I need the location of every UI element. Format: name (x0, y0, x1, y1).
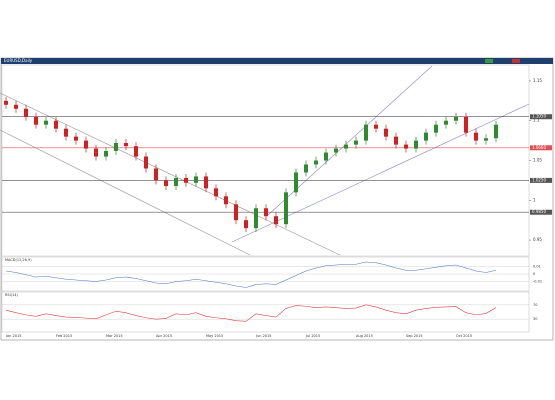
candle-body (364, 124, 368, 141)
candle-body (104, 150, 108, 157)
candle-body (134, 146, 138, 157)
candle-body (274, 216, 278, 225)
candle-body (254, 208, 258, 229)
rsi-pane (1, 291, 530, 333)
candle-body (94, 148, 98, 157)
level-tag (530, 114, 552, 120)
candle-body (464, 116, 468, 133)
candle-body (404, 144, 408, 149)
level-label: 1.0250 (532, 177, 546, 182)
candle-body (304, 164, 308, 173)
candle-body (84, 140, 88, 149)
trendline (0, 92, 341, 256)
candle-body (444, 120, 448, 125)
level-tag (530, 145, 552, 151)
x-tick-label: Oct 2015 (456, 334, 472, 338)
chart-title: EURUSD,Daily (4, 58, 33, 63)
candle-body (424, 132, 428, 141)
candle-body (414, 140, 418, 149)
macd-line (5, 261, 497, 288)
y-tick-label: 1.1 (533, 118, 540, 123)
level-tag (530, 209, 552, 215)
rsi-label: RSI(14) (5, 293, 19, 297)
rsi-line (5, 304, 497, 322)
level-label: 1.1050 (532, 114, 546, 119)
y-tick-label: 0.01 (533, 265, 541, 269)
candle-body (324, 152, 328, 161)
candle-body (494, 124, 498, 139)
trendline (231, 103, 530, 243)
candle-body (144, 156, 148, 169)
candle-body (394, 136, 398, 145)
x-tick-label: Aug 2015 (356, 334, 373, 338)
candle-body (34, 116, 38, 125)
candle-body (174, 178, 178, 186)
candle-body (454, 116, 458, 121)
candle-body (154, 168, 158, 181)
x-tick-label: Jul 2015 (305, 334, 320, 338)
candle-body (44, 120, 48, 125)
y-tick-label: 0 (533, 272, 535, 276)
candle-body (224, 196, 228, 205)
level-tag (530, 177, 552, 183)
candle-body (14, 104, 18, 109)
candle-body (334, 148, 338, 153)
y-tick-label: 0.95 (533, 237, 542, 242)
candle-body (244, 220, 248, 229)
x-tick-label: Sep 2015 (406, 334, 423, 338)
candle-body (114, 142, 118, 151)
candle-body (74, 136, 78, 141)
sell-button[interactable] (512, 59, 520, 63)
y-tick-label: 70 (533, 303, 537, 307)
candle-body (294, 172, 298, 193)
candle-body (24, 108, 28, 117)
macd-label: MACD(12,26,9) (5, 258, 32, 262)
x-tick-label: Jan 2015 (5, 334, 21, 338)
y-tick-label: 30 (533, 317, 537, 321)
candle-body (354, 140, 358, 145)
y-tick-label: -0.01 (533, 280, 542, 284)
y-tick-label: 1 (533, 197, 536, 202)
candle-body (284, 192, 288, 225)
title-bar (1, 58, 553, 64)
y-tick-label: 1.15 (533, 78, 542, 83)
candle-body (214, 188, 218, 197)
candle-body (384, 128, 388, 137)
x-tick-label: Feb 2015 (56, 334, 72, 338)
level-label: 1.0660 (532, 145, 546, 150)
candle-body (344, 144, 348, 149)
candle-body (264, 208, 268, 217)
x-tick-label: May 2015 (206, 334, 223, 338)
candle-body (234, 204, 238, 221)
x-tick-label: Apr 2015 (156, 334, 172, 338)
candle-body (124, 142, 128, 147)
candle-body (314, 160, 318, 165)
chart-window (0, 57, 554, 341)
candle-body (164, 180, 168, 186)
candle-body (434, 124, 438, 133)
candle-body (474, 132, 478, 141)
candle-body (184, 178, 188, 183)
x-tick-label: Mar 2015 (106, 334, 123, 338)
y-tick-label: 1.05 (533, 158, 542, 163)
candle-body (374, 124, 378, 129)
x-tick-label: Jun 2015 (255, 334, 272, 338)
candle-body (4, 100, 8, 105)
candle-body (484, 138, 488, 141)
level-label: 0.9850 (532, 209, 546, 214)
candle-body (204, 176, 208, 189)
buy-button[interactable] (485, 59, 493, 63)
candle-body (54, 120, 58, 129)
candle-body (194, 176, 198, 183)
candle-body (64, 128, 68, 137)
trendline (0, 129, 251, 256)
